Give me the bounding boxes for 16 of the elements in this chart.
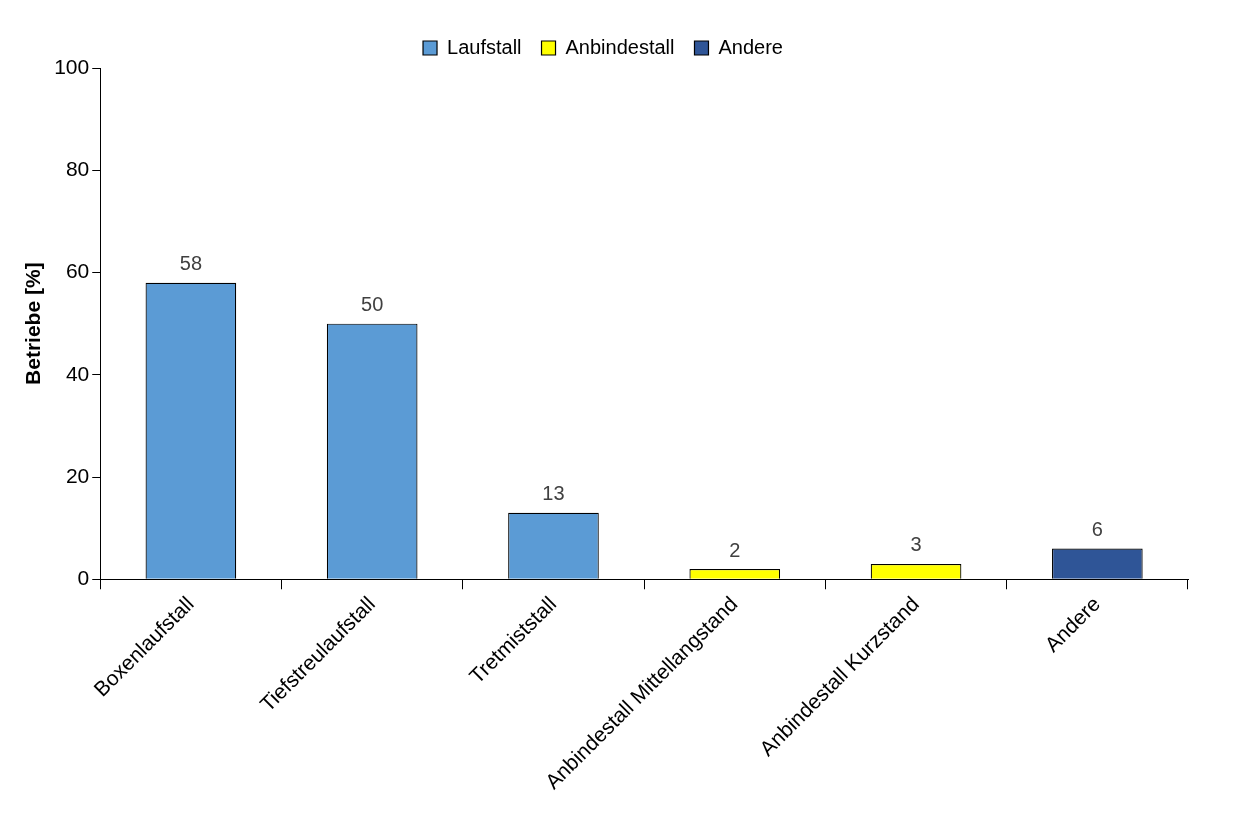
legend-label: Laufstall [447, 35, 522, 58]
legend-label: Andere [718, 35, 783, 58]
y-tick-label: 80 [65, 157, 90, 181]
data-label: 50 [361, 293, 384, 316]
y-tick-label: 100 [54, 54, 90, 78]
data-label: 58 [179, 252, 203, 275]
y-tick-label: 60 [65, 259, 90, 283]
y-tick-label: 0 [77, 566, 90, 590]
data-label: 3 [910, 533, 922, 556]
legend-label: Anbindestall [565, 35, 675, 58]
y-axis-title: Betriebe [%] [21, 262, 45, 385]
data-label: 2 [729, 538, 741, 561]
data-label: 13 [542, 482, 565, 505]
y-tick-label: 20 [65, 463, 90, 487]
data-label: 6 [1091, 518, 1103, 541]
y-tick-label: 40 [65, 361, 90, 385]
